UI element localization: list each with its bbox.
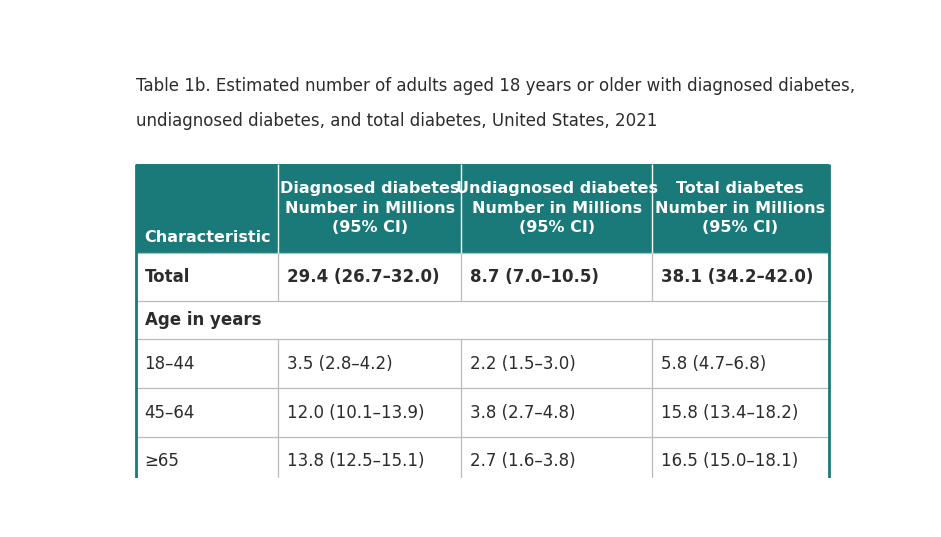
Bar bbox=[136, 164, 829, 252]
Text: 2.2 (1.5–3.0): 2.2 (1.5–3.0) bbox=[470, 355, 576, 373]
Text: Total: Total bbox=[145, 268, 190, 286]
Text: ≥65: ≥65 bbox=[145, 452, 180, 470]
Text: 15.8 (13.4–18.2): 15.8 (13.4–18.2) bbox=[661, 404, 798, 422]
Bar bbox=[136, 437, 829, 486]
Text: Undiagnosed diabetes
Number in Millions
(95% CI): Undiagnosed diabetes Number in Millions … bbox=[455, 181, 658, 235]
Text: 45–64: 45–64 bbox=[145, 404, 195, 422]
Text: Age in years: Age in years bbox=[145, 311, 261, 329]
Text: 5.8 (4.7–6.8): 5.8 (4.7–6.8) bbox=[661, 355, 766, 373]
Text: 18–44: 18–44 bbox=[145, 355, 195, 373]
Text: 16.5 (15.0–18.1): 16.5 (15.0–18.1) bbox=[661, 452, 798, 470]
Text: 8.7 (7.0–10.5): 8.7 (7.0–10.5) bbox=[470, 268, 599, 286]
Text: Table 1b. Estimated number of adults aged 18 years or older with diagnosed diabe: Table 1b. Estimated number of adults age… bbox=[136, 77, 855, 95]
Text: 29.4 (26.7–32.0): 29.4 (26.7–32.0) bbox=[287, 268, 439, 286]
Text: 2.7 (1.6–3.8): 2.7 (1.6–3.8) bbox=[470, 452, 576, 470]
Text: 3.8 (2.7–4.8): 3.8 (2.7–4.8) bbox=[470, 404, 576, 422]
Bar bbox=[136, 339, 829, 388]
Bar bbox=[136, 301, 829, 339]
Text: undiagnosed diabetes, and total diabetes, United States, 2021: undiagnosed diabetes, and total diabetes… bbox=[136, 112, 657, 130]
Text: 3.5 (2.8–4.2): 3.5 (2.8–4.2) bbox=[287, 355, 392, 373]
Text: Diagnosed diabetes
Number in Millions
(95% CI): Diagnosed diabetes Number in Millions (9… bbox=[280, 181, 459, 235]
Text: 38.1 (34.2–42.0): 38.1 (34.2–42.0) bbox=[661, 268, 813, 286]
Text: 13.8 (12.5–15.1): 13.8 (12.5–15.1) bbox=[287, 452, 424, 470]
Bar bbox=[136, 388, 829, 437]
Text: Total diabetes
Number in Millions
(95% CI): Total diabetes Number in Millions (95% C… bbox=[655, 181, 825, 235]
Bar bbox=[136, 252, 829, 301]
Text: Characteristic: Characteristic bbox=[145, 230, 271, 245]
Text: 12.0 (10.1–13.9): 12.0 (10.1–13.9) bbox=[287, 404, 424, 422]
